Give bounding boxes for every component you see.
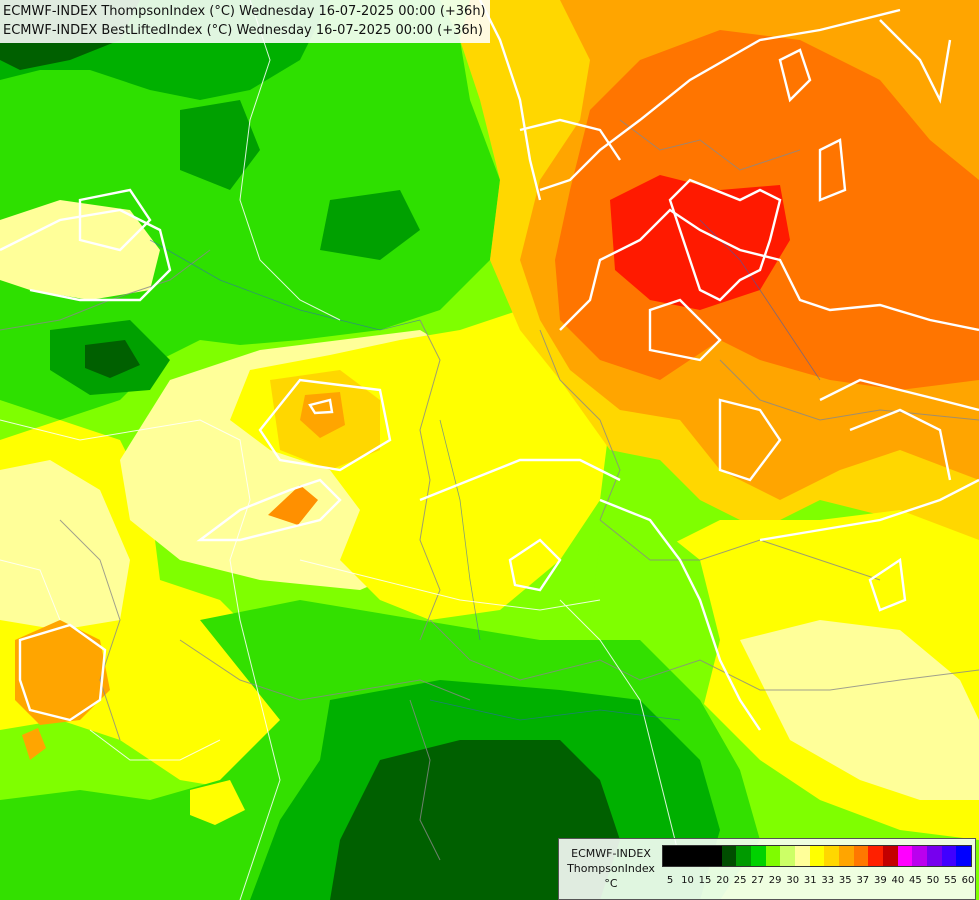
legend-tick: 37 (856, 875, 870, 886)
legend-swatch-0 (663, 846, 678, 866)
legend-swatch-1 (677, 846, 693, 866)
legend-tick: 40 (891, 875, 905, 886)
legend-tick: 55 (944, 875, 957, 886)
field-central-orange-spot-2 (268, 485, 318, 525)
legend-tick: 60 (961, 875, 975, 886)
legend-swatch-8 (780, 846, 796, 866)
legend-title: ECMWF-INDEX (571, 847, 651, 860)
field-south-west-yellow-spot (190, 780, 245, 825)
legend-tick: 35 (838, 875, 852, 886)
legend-swatch-16 (897, 846, 913, 866)
country-borders (0, 119, 979, 861)
legend-tick: 31 (803, 875, 817, 886)
legend-swatch-3 (707, 846, 722, 866)
field-west-lightyellow-2 (0, 460, 130, 630)
legend-swatch-6 (751, 846, 766, 866)
legend-unit: °C (604, 877, 618, 890)
header-lifted-title: ECMWF-INDEX BestLiftedIndex (°C) Wednesd… (3, 23, 483, 38)
field-west-small-orange (22, 728, 46, 760)
field-north-green (0, 0, 500, 420)
legend-color-bar (662, 845, 972, 867)
legend-variable: ThompsonIndex (567, 862, 655, 875)
legend-tick: 27 (751, 875, 765, 886)
legend-swatch-9 (795, 846, 810, 866)
legend-tick: 29 (768, 875, 782, 886)
legend-swatch-18 (927, 846, 942, 866)
legend-swatch-14 (868, 846, 884, 866)
field-dark-green-center (320, 190, 420, 260)
legend-tick: 39 (873, 875, 887, 886)
legend-swatch-12 (839, 846, 854, 866)
legend-swatch-5 (736, 846, 752, 866)
map-header: ECMWF-INDEX ThompsonIndex (°C) Wednesday… (0, 0, 490, 43)
legend-tick: 25 (733, 875, 747, 886)
field-deep-green-west (85, 340, 140, 378)
legend-swatch-10 (809, 846, 825, 866)
color-legend: ECMWF-INDEX ThompsonIndex °C 5 10 15 20 25 27… (558, 838, 976, 900)
field-south-deep-green (330, 740, 620, 900)
legend-tick: 50 (926, 875, 940, 886)
header-thompson-title: ECMWF-INDEX ThompsonIndex (°C) Wednesday… (3, 4, 486, 19)
legend-tick-labels: 5 10 15 20 25 27 29 30 31 33 35 37 39 40 45 50 55 60 (662, 875, 975, 889)
legend-tick: 45 (909, 875, 922, 886)
lifted-index-contours-thin (0, 0, 681, 900)
legend-tick: 30 (786, 875, 800, 886)
legend-tick: 33 (821, 875, 835, 886)
legend-swatch-20 (956, 846, 972, 866)
legend-tick: 10 (681, 875, 694, 886)
legend-tick: 5 (666, 875, 674, 886)
field-west-lightyellow (0, 200, 160, 300)
legend-tick: 15 (698, 875, 712, 886)
legend-labels: ECMWF-INDEX ThompsonIndex °C (563, 846, 659, 891)
legend-swatch-13 (853, 846, 869, 866)
legend-swatch-15 (883, 846, 898, 866)
legend-swatch-17 (912, 846, 928, 866)
lifted-index-contours (0, 0, 979, 731)
legend-swatch-19 (941, 846, 957, 866)
legend-swatch-4 (721, 846, 737, 866)
legend-swatch-2 (692, 846, 708, 866)
legend-swatch-11 (824, 846, 840, 866)
field-dark-green-north (180, 100, 260, 190)
legend-tick: 20 (716, 875, 729, 886)
field-west-orange (15, 620, 110, 725)
field-southeast-lightyellow (740, 620, 979, 800)
legend-swatch-7 (765, 846, 781, 866)
